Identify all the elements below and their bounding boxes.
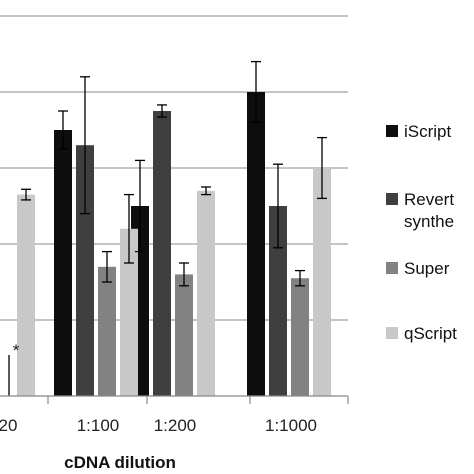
- legend-swatch: [386, 193, 398, 205]
- legend-label: Revert: [404, 190, 454, 209]
- bars-layer: [17, 92, 331, 396]
- x-axis-title: cDNA dilution: [64, 453, 176, 472]
- bar: [247, 92, 265, 396]
- legend-swatch: [386, 327, 398, 339]
- bar: [291, 278, 309, 396]
- bar: [153, 111, 171, 396]
- bar: [54, 130, 72, 396]
- annotations: *: [13, 341, 20, 360]
- x-tick-label: 1:200: [154, 416, 197, 435]
- x-axis-ticks: [47, 396, 349, 404]
- bar: [197, 190, 215, 396]
- legend-swatch: [386, 262, 398, 274]
- legend-label: qScript: [404, 324, 457, 343]
- bar: [98, 266, 116, 396]
- legend-label-line2: synthe: [404, 212, 454, 231]
- x-tick-label: 20: [0, 416, 17, 435]
- significance-marker: *: [13, 341, 20, 360]
- gridlines: [0, 15, 348, 321]
- x-axis-tick-labels: 20 1:100 1:200 1:1000: [0, 416, 317, 435]
- legend: iScript Revert synthe Super qScript: [386, 122, 457, 343]
- bar: [175, 274, 193, 396]
- bar: [313, 168, 331, 396]
- legend-label: iScript: [404, 122, 452, 141]
- error-bars-layer: [8, 60, 327, 396]
- bar: [269, 206, 287, 396]
- legend-swatch: [386, 125, 398, 137]
- x-tick-label: 1:1000: [265, 416, 317, 435]
- bar: [120, 228, 138, 396]
- bar: [76, 145, 94, 396]
- legend-label: Super: [404, 259, 450, 278]
- bar: [17, 194, 35, 396]
- x-tick-label: 1:100: [77, 416, 120, 435]
